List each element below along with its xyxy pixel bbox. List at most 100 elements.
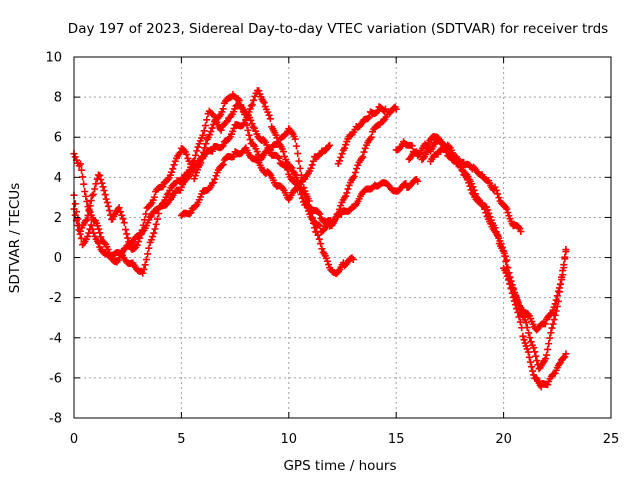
data-point [295,157,303,165]
data-point [210,113,218,121]
data-point [218,143,226,151]
data-point [520,336,528,344]
data-point [71,153,79,161]
data-point [294,150,302,158]
data-point [494,232,502,240]
data-point [129,239,137,247]
data-point [353,165,361,173]
data-point [367,133,375,141]
data-point [190,156,198,164]
data-point [95,225,103,233]
data-point [265,111,273,119]
data-point [544,345,552,353]
data-points [70,87,570,391]
data-point [91,185,99,193]
data-point [298,194,306,202]
y-tick-label: 8 [54,91,62,106]
data-point [222,118,230,126]
data-point [200,127,208,135]
data-point [145,244,153,252]
data-point [349,256,357,264]
data-point [494,190,502,198]
data-point [517,227,525,235]
data-point [482,209,490,217]
data-point [248,101,256,109]
data-point [544,381,552,389]
data-point [392,105,400,113]
y-tick-label: 10 [45,51,62,66]
data-point [197,159,205,167]
data-point [202,140,210,148]
data-point [325,261,333,269]
data-point [297,190,305,198]
data-point [246,136,254,144]
data-point [260,99,268,107]
data-point [74,222,82,230]
data-point [338,150,346,158]
data-point [555,284,563,292]
x-tick-label: 0 [70,432,78,447]
data-point [503,205,511,213]
data-point [208,124,216,132]
data-point [479,202,487,210]
data-point [307,164,315,172]
data-point [163,190,171,198]
data-point [100,187,108,194]
data-point [492,186,500,194]
y-tick-label: -6 [49,371,62,386]
data-point [511,289,519,297]
data-point [359,153,367,161]
data-point [457,163,465,171]
data-point [142,210,150,218]
data-point [247,102,255,110]
data-point [481,205,489,213]
data-point [337,153,345,161]
data-point [465,179,473,187]
data-point [243,121,251,129]
data-point [99,183,107,191]
data-point [523,324,531,332]
data-point [210,179,218,187]
data-point [502,269,510,277]
data-point [279,148,287,156]
y-tick-label: -2 [49,291,62,306]
data-point [251,92,259,100]
data-point [526,358,534,366]
data-point [545,340,553,348]
data-point [76,230,84,238]
data-point [326,141,334,149]
data-point [543,351,551,359]
y-axis-label: SDTVAR / TECUs [7,183,23,293]
data-point [199,131,207,139]
data-point [203,116,211,124]
data-point [547,329,555,337]
data-point [304,207,312,215]
data-point [341,144,349,152]
data-point [159,183,167,191]
data-point [266,115,274,123]
data-point [323,257,331,265]
data-point [343,189,351,197]
data-point [119,215,127,223]
data-point [275,154,283,162]
data-point [334,209,342,217]
data-point [281,152,289,160]
data-point [292,142,300,150]
data-point [562,350,570,358]
data-point [541,320,549,328]
data-point [75,226,83,234]
data-point [201,122,209,130]
data-point [144,250,152,258]
data-point [550,316,558,324]
data-point [122,226,130,234]
data-point [402,179,410,187]
data-point [533,357,541,365]
data-point [365,113,373,121]
data-point [96,229,104,237]
data-point [302,200,310,208]
data-point [85,207,93,215]
data-point [315,235,323,243]
data-point [245,131,253,139]
data-point [503,272,511,280]
data-point [80,180,88,188]
